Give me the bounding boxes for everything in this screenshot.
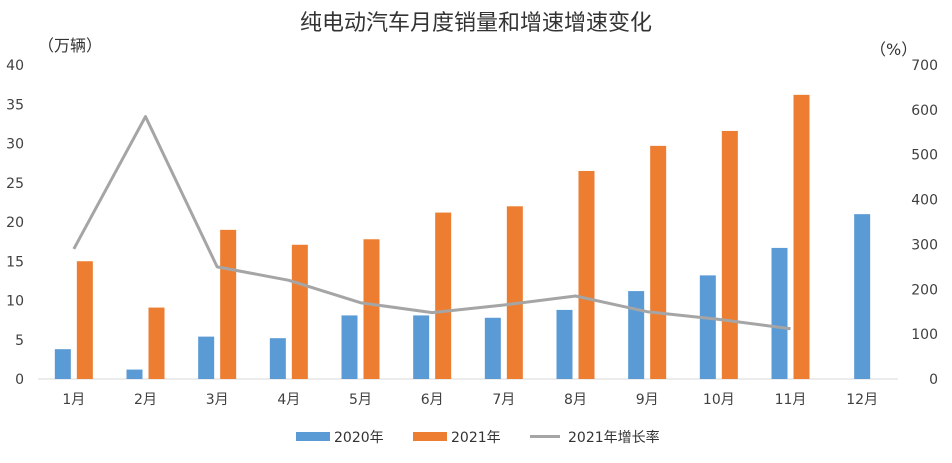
bar-2021年: [793, 94, 810, 379]
left-tick-label: 40: [6, 58, 24, 74]
left-tick-label: 10: [6, 294, 24, 310]
bar-2020年: [269, 338, 286, 379]
x-tick-label: 2月: [134, 392, 157, 408]
right-tick-label: 0: [929, 372, 938, 388]
bar-2020年: [628, 291, 645, 379]
bar-2021年: [435, 212, 452, 379]
legend-swatch: [413, 432, 447, 441]
right-tick-label: 200: [911, 282, 938, 298]
x-tick-label: 8月: [564, 392, 587, 408]
line-2021年增长率: [72, 115, 791, 331]
bar-2020年: [771, 247, 788, 379]
bar-2020年: [854, 214, 871, 379]
x-tick-label: 3月: [206, 392, 229, 408]
bar-2021年: [721, 130, 738, 379]
bar-2020年: [556, 309, 573, 379]
right-axis-ticks: 0 100 200 300 400 500 600 700: [911, 58, 938, 388]
x-tick-label: 5月: [349, 392, 372, 408]
right-tick-label: 100: [911, 327, 938, 343]
x-tick-label: 7月: [492, 392, 515, 408]
left-tick-label: 35: [6, 97, 24, 113]
bar-2021年: [650, 145, 667, 379]
bars: [54, 94, 871, 379]
left-tick-label: 20: [6, 215, 24, 231]
bar-2021年: [220, 229, 237, 379]
right-tick-label: 500: [911, 148, 938, 164]
right-axis-unit: （%）: [870, 40, 917, 59]
left-axis-unit: （万辆）: [38, 36, 102, 55]
right-tick-label: 600: [911, 103, 938, 119]
bar-2020年: [198, 336, 215, 379]
bar-2021年: [578, 170, 595, 379]
left-tick-label: 25: [6, 176, 24, 192]
left-tick-label: 5: [15, 333, 24, 349]
x-tick-label: 10月: [703, 392, 735, 408]
bar-2020年: [699, 275, 716, 379]
x-tick-label: 11月: [775, 392, 807, 408]
left-tick-label: 0: [15, 372, 24, 388]
bar-2021年: [148, 307, 165, 379]
bar-2020年: [54, 349, 71, 379]
x-tick-label: 9月: [636, 392, 659, 408]
x-tick-label: 6月: [421, 392, 444, 408]
legend-label: 2020年: [334, 430, 384, 446]
bar-2021年: [363, 239, 380, 379]
bar-2020年: [126, 369, 143, 379]
x-tick-label: 4月: [277, 392, 300, 408]
bar-2020年: [341, 315, 358, 379]
x-axis-labels: 1月 2月 3月 4月 5月 6月 7月 8月 9月 10月 11月 12月: [62, 392, 878, 408]
bar-2020年: [413, 315, 430, 379]
left-tick-label: 30: [6, 137, 24, 153]
legend-label: 2021年: [451, 430, 501, 446]
growth-line: [72, 115, 791, 331]
legend-label: 2021年增长率: [568, 429, 660, 446]
chart-title: 纯电动汽车月度销量和增速增速变化: [300, 11, 652, 36]
x-tick-label: 12月: [846, 392, 878, 408]
x-tick-label: 1月: [62, 392, 85, 408]
right-tick-label: 700: [911, 58, 938, 74]
bar-2021年: [76, 261, 93, 379]
bar-2021年: [506, 206, 523, 379]
bar-2020年: [484, 317, 501, 379]
legend: 2020年 2021年 2021年增长率: [296, 429, 660, 446]
left-tick-label: 15: [6, 254, 24, 270]
left-axis-ticks: 0 5 10 15 20 25 30 35 40: [6, 58, 24, 388]
right-tick-label: 400: [911, 193, 938, 209]
legend-swatch: [296, 432, 330, 441]
bar-2021年: [291, 244, 308, 379]
right-tick-label: 300: [911, 237, 938, 253]
